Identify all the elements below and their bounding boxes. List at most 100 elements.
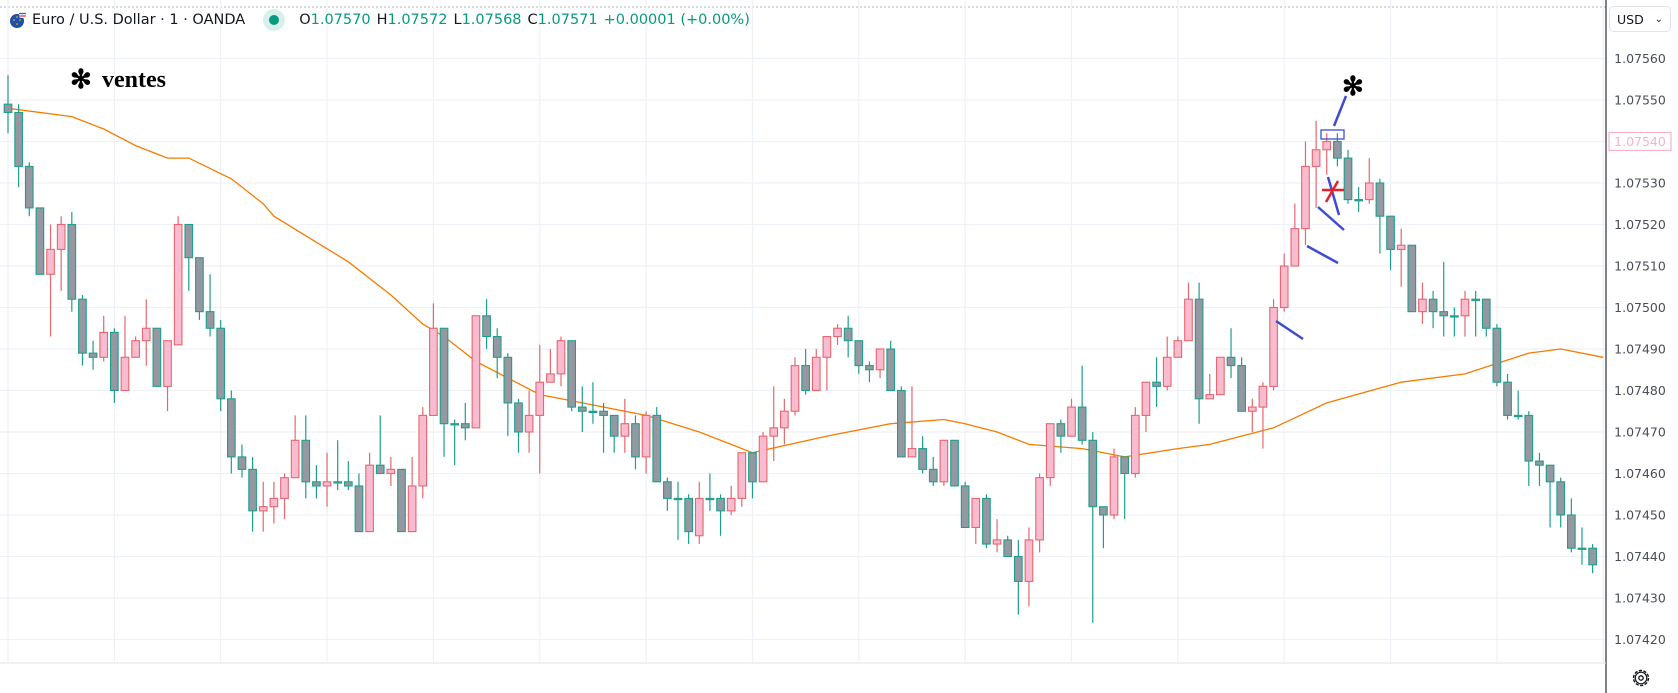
candle-body [950, 439, 959, 487]
candle-body [886, 348, 896, 392]
candle [67, 212, 77, 312]
candle-body [439, 327, 449, 425]
candle [46, 224, 55, 337]
candle [450, 419, 460, 466]
candle-body [939, 439, 949, 483]
candle [939, 439, 949, 486]
time-tick-label: 19:10 [1160, 670, 1196, 685]
candle [780, 398, 789, 445]
candle-body [1258, 385, 1268, 408]
candle [1141, 381, 1151, 432]
candle [599, 402, 608, 453]
candle-body [1290, 228, 1300, 267]
trend-line-drawing[interactable] [1326, 176, 1341, 216]
candle-body [482, 315, 491, 338]
red-cross-marker-icon[interactable] [1322, 180, 1344, 203]
candle-body [1003, 539, 1013, 558]
candle-body [514, 402, 523, 433]
candle-body [822, 335, 832, 358]
candle-body [312, 481, 321, 487]
rectangle-drawing[interactable] [1320, 129, 1345, 140]
candle [99, 315, 109, 362]
candle-body [1130, 414, 1140, 475]
candle [1418, 282, 1427, 325]
candle-body [195, 257, 204, 313]
candle-body [1407, 244, 1417, 313]
candle-body [1364, 182, 1374, 201]
candle [492, 328, 502, 379]
candle [1364, 158, 1374, 204]
candle-body [726, 497, 736, 512]
candle [843, 315, 853, 358]
candle-body [471, 315, 481, 429]
candle-body [269, 497, 279, 508]
candle-body [141, 327, 151, 342]
candle-body [1322, 140, 1332, 151]
price-tick-label: 1.07440 [1614, 549, 1666, 564]
candle-body [67, 223, 77, 300]
candle [1226, 328, 1236, 379]
candle-body [1184, 298, 1193, 342]
change-value: +0.00001 (+0.00%) [603, 12, 750, 28]
candle [397, 468, 406, 533]
asterisk-annotation-icon[interactable]: ✻ [70, 65, 92, 94]
symbol-legend[interactable]: Euro / U.S. Dollar · 1 · OANDA O 1.07570 … [8, 8, 750, 32]
candle-body [163, 340, 172, 387]
candle-body [131, 340, 140, 358]
trend-line-drawing[interactable] [1275, 319, 1304, 341]
trend-line-drawing[interactable] [1332, 95, 1348, 127]
candle [1056, 419, 1066, 453]
price-tick-label: 1.07430 [1614, 591, 1666, 606]
price-axis[interactable]: 1.07560 1.07550 1.07540 1.07530 1.07520 1.075… [1608, 51, 1672, 647]
candle-body [1141, 381, 1151, 416]
high-label: H [376, 12, 388, 28]
candle [1279, 253, 1289, 312]
candle-body [418, 414, 428, 487]
candle-body [737, 452, 747, 499]
time-tick-label: 18:10 [522, 670, 558, 685]
candle [3, 75, 13, 134]
candle [694, 481, 704, 545]
price-highlight-label: 1.07540 [1614, 134, 1666, 149]
candle [1503, 373, 1512, 420]
candle [705, 473, 715, 511]
candle [1099, 506, 1108, 549]
candle [1588, 544, 1597, 574]
candle [1205, 373, 1215, 400]
candle [471, 315, 481, 429]
candle [1045, 423, 1055, 486]
candle [78, 295, 87, 366]
candle-body [1056, 423, 1066, 437]
candle-body [1237, 365, 1247, 412]
candle-body [1535, 460, 1544, 466]
candle-body [1173, 340, 1183, 358]
candle [588, 382, 598, 424]
candle [1301, 141, 1310, 246]
candle-body [609, 414, 619, 437]
candle [918, 436, 927, 474]
candle [1513, 390, 1523, 420]
candle [24, 162, 34, 217]
candle-body [1162, 356, 1172, 387]
currency-selector[interactable]: USD ⌄ [1609, 6, 1671, 32]
symbol-title[interactable]: Euro / U.S. Dollar · 1 · OANDA [32, 12, 246, 28]
candle-body [1428, 298, 1438, 313]
candle-body [301, 439, 311, 483]
candle-body [343, 481, 353, 487]
candle [152, 327, 162, 387]
asterisk-annotation-icon[interactable]: ✻ [1342, 72, 1364, 101]
candle [1343, 149, 1353, 204]
candle [482, 299, 491, 349]
candle-body [3, 103, 13, 114]
ventes-text-annotation[interactable]: ventes [102, 67, 166, 93]
candle-body [46, 248, 55, 275]
trend-line-drawing[interactable] [1306, 244, 1339, 265]
candle-body [694, 497, 704, 537]
drawings[interactable] [1275, 95, 1348, 341]
time-axis[interactable]: 17:20 17:30 17:40 17:50 18:00 18:10 18:20 18:30… [0, 670, 1621, 685]
gear-icon[interactable] [1630, 667, 1652, 689]
trend-line-drawing[interactable] [1317, 206, 1345, 231]
chevron-down-icon: ⌄ [1654, 13, 1663, 25]
candle-body [1024, 539, 1034, 582]
